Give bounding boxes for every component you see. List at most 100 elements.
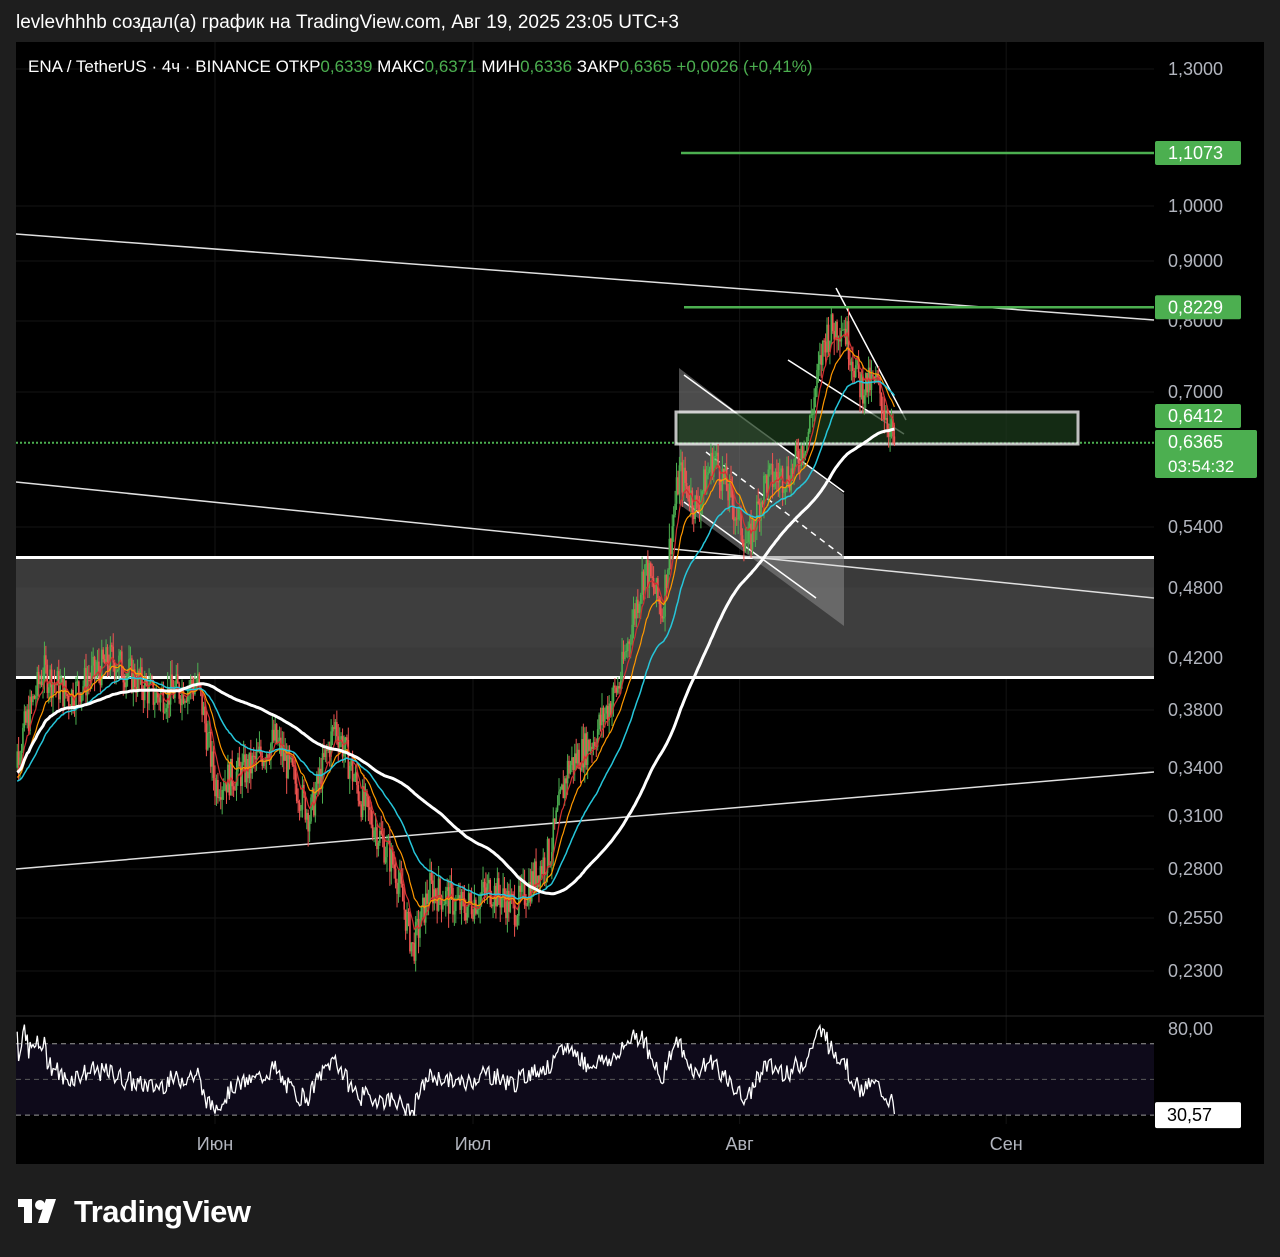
- candle-body: [80, 692, 83, 702]
- candle-body: [391, 848, 394, 865]
- candle-body: [350, 759, 352, 766]
- candle-body: [595, 745, 598, 747]
- candle-body: [867, 367, 870, 393]
- candle-body: [112, 646, 115, 663]
- candle-body: [856, 356, 858, 366]
- footer-brand[interactable]: TradingView: [18, 1192, 251, 1232]
- candle-body: [612, 685, 615, 702]
- candle-body: [25, 711, 27, 723]
- candle-body: [810, 414, 813, 416]
- candle-body: [23, 711, 26, 728]
- price-tick-label: 0,4800: [1168, 578, 1223, 598]
- candle-body: [594, 742, 596, 746]
- ohlc-legend: ENA / TetherUS · 4ч · BINANCE ОТКР0,6339…: [28, 57, 813, 76]
- candle-body: [551, 852, 553, 864]
- candle-body: [393, 864, 395, 869]
- candle-body: [763, 475, 765, 505]
- candle-body: [68, 695, 70, 707]
- candle-body: [88, 680, 90, 682]
- legend-low-label: МИН: [481, 57, 520, 76]
- candle-body: [720, 484, 722, 491]
- sma-long-line: [16, 427, 895, 896]
- candle-body: [123, 682, 126, 688]
- candle-body: [321, 753, 324, 789]
- candle-body: [654, 588, 656, 594]
- candle-body: [783, 492, 785, 494]
- candle-body: [330, 731, 332, 757]
- candle-body: [801, 446, 804, 459]
- candle-body: [566, 760, 569, 784]
- candle-body: [731, 485, 734, 505]
- candle-body: [237, 757, 239, 772]
- candle-body: [197, 673, 199, 685]
- candle-body: [611, 701, 613, 715]
- candle-body: [184, 700, 186, 704]
- candle-body: [644, 564, 646, 591]
- candle-body: [562, 784, 565, 799]
- candle-body: [711, 452, 714, 477]
- candle-body: [860, 374, 863, 398]
- wedge-upper-line: [835, 287, 907, 421]
- candle-body: [800, 446, 803, 467]
- candle-body: [433, 889, 436, 904]
- legend-symbol: ENA / TetherUS · 4ч · BINANCE: [28, 57, 276, 76]
- candle-body: [496, 878, 499, 907]
- candle-body: [207, 732, 209, 750]
- candle-body: [697, 499, 699, 508]
- support-zone-inner: [16, 587, 1154, 648]
- candle-body: [582, 739, 585, 768]
- candle-body: [245, 758, 248, 783]
- candle-body: [553, 818, 556, 822]
- candle-body: [227, 764, 229, 793]
- candle-body: [185, 700, 188, 702]
- candle-body: [621, 651, 623, 681]
- candle-body: [814, 387, 817, 398]
- candle-body: [639, 594, 642, 604]
- candle-body: [234, 789, 236, 791]
- candle-body: [816, 370, 818, 388]
- candle-body: [208, 731, 211, 733]
- price-badge-bg: [1155, 295, 1241, 320]
- candle-body: [817, 364, 820, 371]
- candle-body: [204, 706, 206, 724]
- candle-body: [483, 881, 486, 888]
- candle-body: [341, 736, 344, 757]
- candle-body: [33, 695, 36, 699]
- candle-body: [691, 490, 694, 513]
- candle-body: [862, 374, 864, 404]
- candle-body: [248, 752, 251, 779]
- candle-body: [599, 714, 602, 726]
- candle-body: [492, 905, 494, 907]
- candle-body: [596, 729, 599, 747]
- candle-body: [20, 750, 23, 758]
- candle-body: [146, 685, 149, 704]
- candle-body: [159, 692, 162, 703]
- price-chart[interactable]: ENA / TetherUS · 4ч · BINANCE ОТКР0,6339…: [16, 42, 1264, 1164]
- candle-body: [788, 484, 791, 491]
- candle-body: [217, 779, 219, 798]
- flag-lower-line: [683, 501, 817, 599]
- candle-body: [883, 411, 886, 420]
- candle-body: [202, 706, 205, 715]
- rsi-value-badge: 30,57: [1167, 1105, 1212, 1125]
- candle-body: [171, 674, 173, 690]
- price-tick-label: 1,0000: [1168, 196, 1223, 216]
- candle-body: [863, 395, 866, 404]
- candle-body: [761, 501, 764, 505]
- legend-low-value: 0,6336: [520, 57, 577, 76]
- candle-body: [370, 809, 373, 825]
- candle-body: [156, 692, 159, 698]
- chart-frame[interactable]: ENA / TetherUS · 4ч · BINANCE ОТКР0,6339…: [16, 42, 1264, 1164]
- candle-body: [90, 665, 93, 681]
- candle-body: [95, 670, 97, 676]
- candle-body: [659, 603, 662, 616]
- candle-body: [427, 902, 430, 904]
- candle-body: [546, 839, 549, 874]
- candle-body: [271, 729, 274, 744]
- candle-body: [480, 891, 483, 896]
- candle-body: [219, 797, 222, 800]
- price-badges: 1,1073 0,8229 0,6412 0,6365 03:54:32: [1155, 141, 1257, 478]
- candle-body: [770, 464, 772, 466]
- candle-body: [19, 757, 21, 765]
- candle-body: [745, 541, 748, 544]
